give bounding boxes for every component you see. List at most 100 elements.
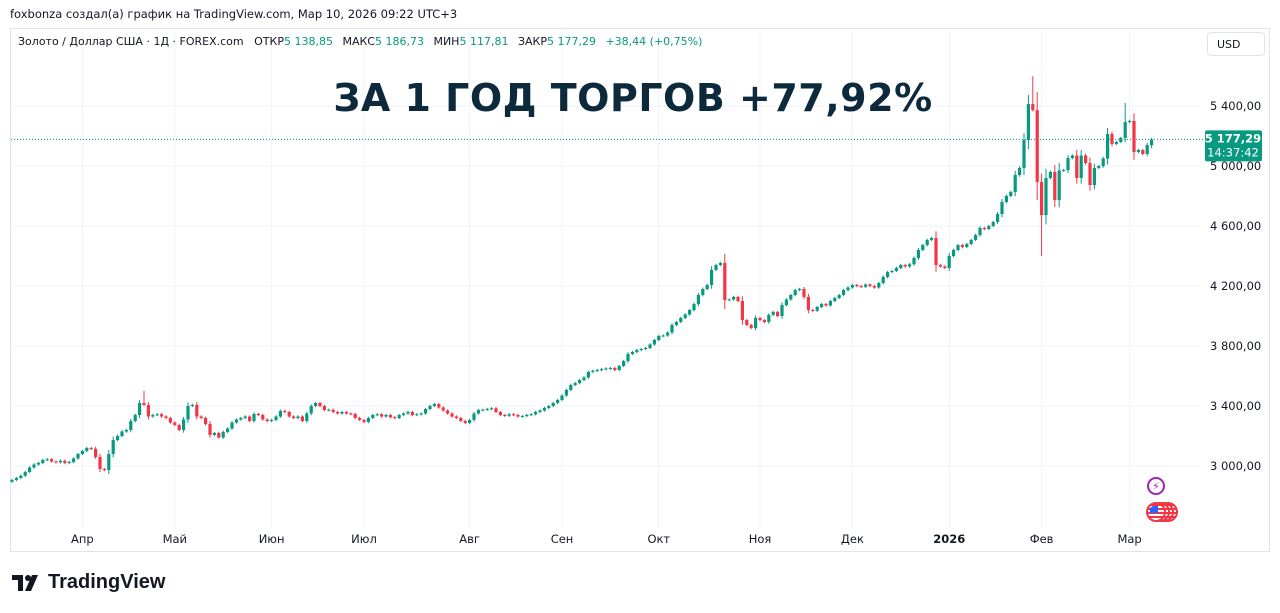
candle-body: [1145, 145, 1149, 154]
candle: [1022, 133, 1026, 175]
candle: [921, 243, 925, 252]
candle: [551, 401, 555, 408]
candle-body: [353, 413, 357, 418]
countdown: 14:37:42: [1207, 145, 1259, 159]
price-tick-label: 5 000,00: [1210, 159, 1261, 173]
candle-body: [340, 412, 344, 414]
candle-body: [1026, 104, 1030, 141]
high-value: 5 186,73: [374, 35, 424, 48]
candle-body: [1053, 172, 1057, 201]
candle: [503, 413, 507, 417]
candle: [965, 242, 969, 249]
candle: [190, 403, 194, 408]
candle-body: [960, 245, 964, 247]
candle-body: [1119, 137, 1123, 142]
candle-body: [120, 431, 124, 436]
candle-body: [542, 407, 546, 411]
candle: [613, 366, 617, 372]
currency-button[interactable]: USD: [1207, 32, 1265, 56]
candle: [384, 413, 388, 418]
time-tick-label: Июл: [351, 532, 377, 546]
candle-body: [327, 409, 331, 411]
candle: [19, 474, 23, 480]
candle-body: [217, 433, 221, 438]
candle-body: [670, 325, 674, 333]
candle: [1141, 148, 1145, 156]
price-axis: 3 000,00 3 400,00 3 800,00 4 200,00 4 600,00…: [1210, 99, 1261, 473]
candle-body: [494, 408, 498, 412]
candle: [243, 415, 247, 420]
candle: [199, 415, 203, 420]
candle: [661, 334, 665, 338]
time-tick-label: Июн: [259, 532, 285, 546]
candle: [925, 238, 929, 247]
change-value: +38,44 (+0,75%): [605, 35, 703, 48]
candle-body: [371, 415, 375, 418]
candle: [890, 269, 894, 274]
candle-body: [36, 463, 40, 465]
candle: [670, 323, 674, 335]
candle-body: [133, 415, 137, 421]
candle: [595, 368, 599, 372]
candle: [76, 452, 80, 460]
candle: [419, 412, 423, 416]
candle-body: [1004, 196, 1008, 202]
candle: [644, 346, 648, 351]
candle-body: [811, 310, 815, 311]
candle-body: [366, 418, 370, 423]
candle-body: [661, 335, 665, 337]
candle: [666, 331, 670, 337]
candle-body: [283, 410, 287, 412]
candle-body: [600, 369, 604, 371]
candle: [899, 263, 903, 270]
candle: [72, 457, 76, 464]
candle-body: [32, 464, 36, 468]
candle-body: [573, 383, 577, 385]
symbol-name[interactable]: Золото / Доллар США · 1Д · FOREX.com: [18, 35, 244, 48]
candle-body: [208, 424, 212, 435]
candle-body: [978, 227, 982, 235]
candle-body: [305, 413, 309, 421]
candle: [331, 408, 335, 414]
candle: [441, 406, 445, 412]
candle: [32, 463, 36, 469]
candle: [256, 412, 260, 417]
candle: [630, 350, 634, 356]
candle: [155, 413, 159, 417]
candle: [991, 220, 995, 228]
candle-body: [762, 320, 766, 322]
candle-body: [842, 290, 846, 295]
candle: [45, 458, 49, 462]
candle: [393, 416, 397, 420]
candle-body: [551, 403, 555, 406]
candle-body: [872, 286, 876, 288]
candle-body: [424, 409, 428, 414]
candle: [270, 418, 274, 423]
candle: [767, 313, 771, 324]
candle-body: [1101, 158, 1105, 166]
us-flag-icon[interactable]: [1146, 502, 1186, 522]
candle: [696, 292, 700, 307]
candle: [718, 261, 722, 267]
price-tick-label: 4 600,00: [1210, 219, 1261, 233]
candle-body: [80, 451, 84, 454]
candle-body: [116, 436, 120, 441]
candle-body: [160, 414, 164, 417]
candle: [815, 305, 819, 312]
candle-body: [362, 419, 366, 423]
candle-body: [617, 365, 621, 370]
candle: [98, 454, 102, 472]
time-axis: Апр Май Июн Июл Авг Сен Окт Ноя Дек 2026 Фев Мар: [71, 532, 1142, 546]
candle-body: [525, 415, 529, 417]
candle: [1084, 153, 1088, 165]
candle-body: [485, 409, 489, 410]
candle-body: [925, 239, 929, 246]
candle: [547, 404, 551, 410]
candle-body: [512, 414, 516, 416]
low-label: МИН: [433, 35, 460, 48]
candle: [248, 415, 252, 423]
candle-body: [63, 460, 67, 463]
lightning-icon[interactable]: ⚡: [1147, 477, 1165, 495]
candle-body: [1136, 149, 1140, 153]
